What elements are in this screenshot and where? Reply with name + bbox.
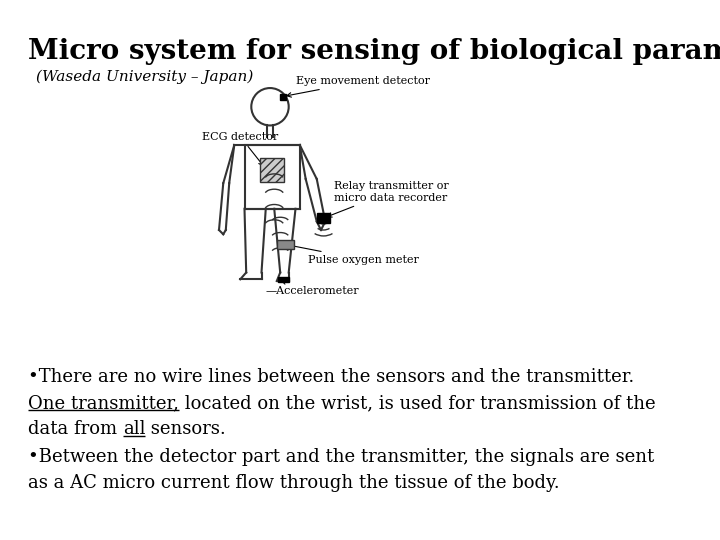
Text: all: all (123, 420, 145, 438)
Text: —Accelerometer: —Accelerometer (266, 280, 359, 296)
Text: Relay transmitter or
micro data recorder: Relay transmitter or micro data recorder (328, 181, 449, 217)
Text: •There are no wire lines between the sensors and the transmitter.: •There are no wire lines between the sen… (28, 368, 634, 386)
Text: (Waseda University – Japan): (Waseda University – Japan) (36, 70, 253, 84)
Text: One transmitter,: One transmitter, (28, 394, 179, 412)
Text: ECG detector: ECG detector (202, 132, 278, 166)
Text: sensors.: sensors. (145, 420, 226, 438)
Text: as a AC micro current flow through the tissue of the body.: as a AC micro current flow through the t… (28, 474, 559, 492)
Bar (317, 213, 330, 223)
Text: data from: data from (28, 420, 123, 438)
Bar (278, 276, 289, 282)
Text: located on the wrist, is used for transmission of the: located on the wrist, is used for transm… (179, 394, 655, 412)
Text: Pulse oxygen meter: Pulse oxygen meter (289, 244, 419, 265)
Text: Micro system for sensing of biological parameters: Micro system for sensing of biological p… (28, 38, 720, 65)
Bar (260, 158, 284, 181)
Bar (276, 240, 294, 249)
Text: •Between the detector part and the transmitter, the signals are sent: •Between the detector part and the trans… (28, 448, 654, 466)
Bar (245, 145, 300, 209)
Bar (280, 94, 286, 100)
Text: Eye movement detector: Eye movement detector (287, 76, 430, 97)
